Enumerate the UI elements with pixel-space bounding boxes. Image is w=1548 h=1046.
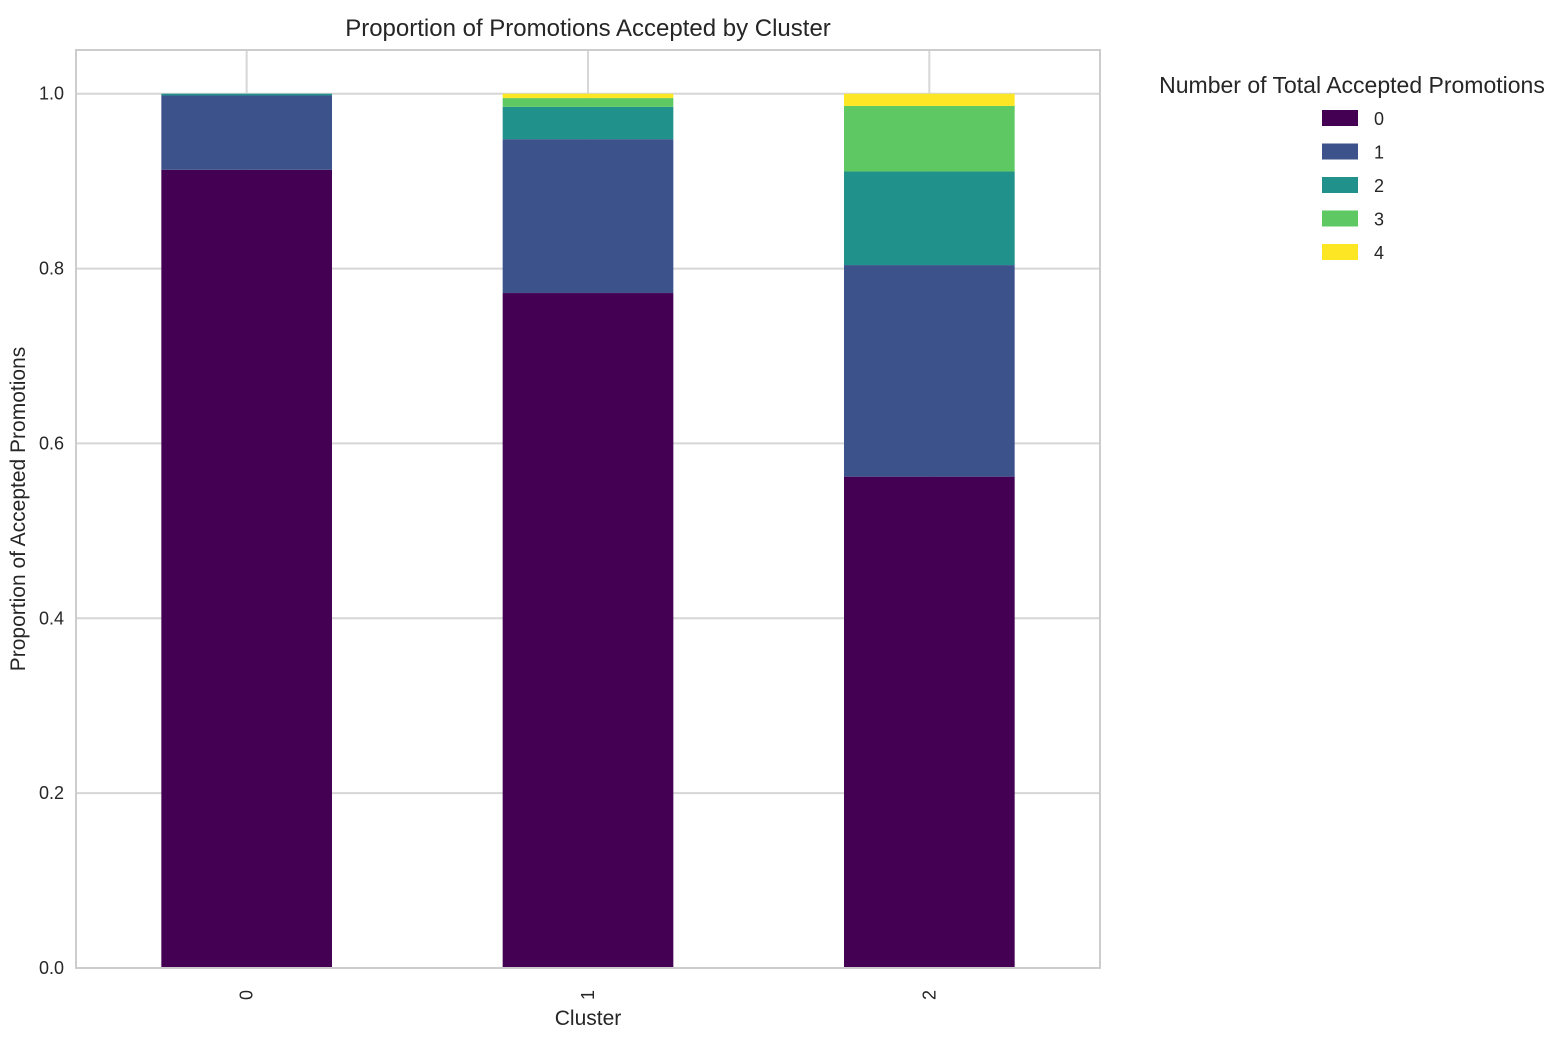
- bar-segment-cluster-1-series-4: [502, 93, 674, 99]
- bar-segment-cluster-2-series-0: [844, 476, 1015, 968]
- legend-label-3: 3: [1374, 210, 1384, 230]
- bar-segment-cluster-0-series-2: [161, 93, 332, 96]
- legend-swatch-2: [1322, 177, 1358, 193]
- y-tick-label: 0.8: [39, 259, 64, 279]
- plot-frame: [75, 49, 1101, 969]
- legend-swatch-3: [1322, 210, 1358, 227]
- y-tick-label: 1.0: [39, 84, 64, 104]
- bar-segment-cluster-1-series-3: [502, 98, 674, 107]
- bar-segment-cluster-1-series-0: [502, 293, 674, 969]
- y-axis-ticks: 0.0 0.2 0.4 0.6 0.8 1.0: [39, 84, 64, 978]
- x-tick-label: 1: [578, 990, 598, 1000]
- legend-items: 0 1 2 3 4: [1322, 109, 1384, 263]
- y-tick-label: 0.6: [39, 433, 64, 453]
- chart-title: Proportion of Promotions Accepted by Clu…: [345, 15, 831, 42]
- legend-title: Number of Total Accepted Promotions: [1159, 72, 1545, 98]
- legend-label-4: 4: [1374, 243, 1384, 263]
- y-axis-label: Proportion of Accepted Promotions: [7, 347, 30, 672]
- bar-segment-cluster-0-series-1: [161, 95, 332, 170]
- y-tick-label: 0.2: [39, 783, 64, 803]
- x-tick-label: 2: [919, 990, 939, 1000]
- x-axis-label: Cluster: [555, 1007, 622, 1030]
- x-axis-ticks: 0 1 2: [237, 990, 940, 1000]
- legend-swatch-1: [1322, 143, 1358, 160]
- legend-label-0: 0: [1374, 109, 1384, 129]
- bar-segment-cluster-2-series-3: [844, 105, 1015, 172]
- legend-label-1: 1: [1374, 143, 1384, 163]
- x-tick-label: 0: [237, 990, 257, 1000]
- bar-segment-cluster-1-series-2: [502, 106, 674, 140]
- bar-segment-cluster-2-series-2: [844, 171, 1015, 266]
- y-tick-label: 0.4: [39, 608, 64, 628]
- legend-label-2: 2: [1374, 176, 1384, 196]
- legend-swatch-4: [1322, 244, 1358, 260]
- bars-layer: [161, 93, 1015, 969]
- y-tick-label: 0.0: [39, 958, 64, 978]
- legend-swatch-0: [1322, 110, 1358, 126]
- bar-segment-cluster-1-series-1: [502, 139, 674, 294]
- legend: Number of Total Accepted Promotions 0 1 2 3…: [1159, 72, 1545, 263]
- bar-segment-cluster-0-series-0: [161, 169, 332, 968]
- bar-segment-cluster-2-series-1: [844, 265, 1015, 477]
- bar-segment-cluster-2-series-4: [844, 93, 1015, 106]
